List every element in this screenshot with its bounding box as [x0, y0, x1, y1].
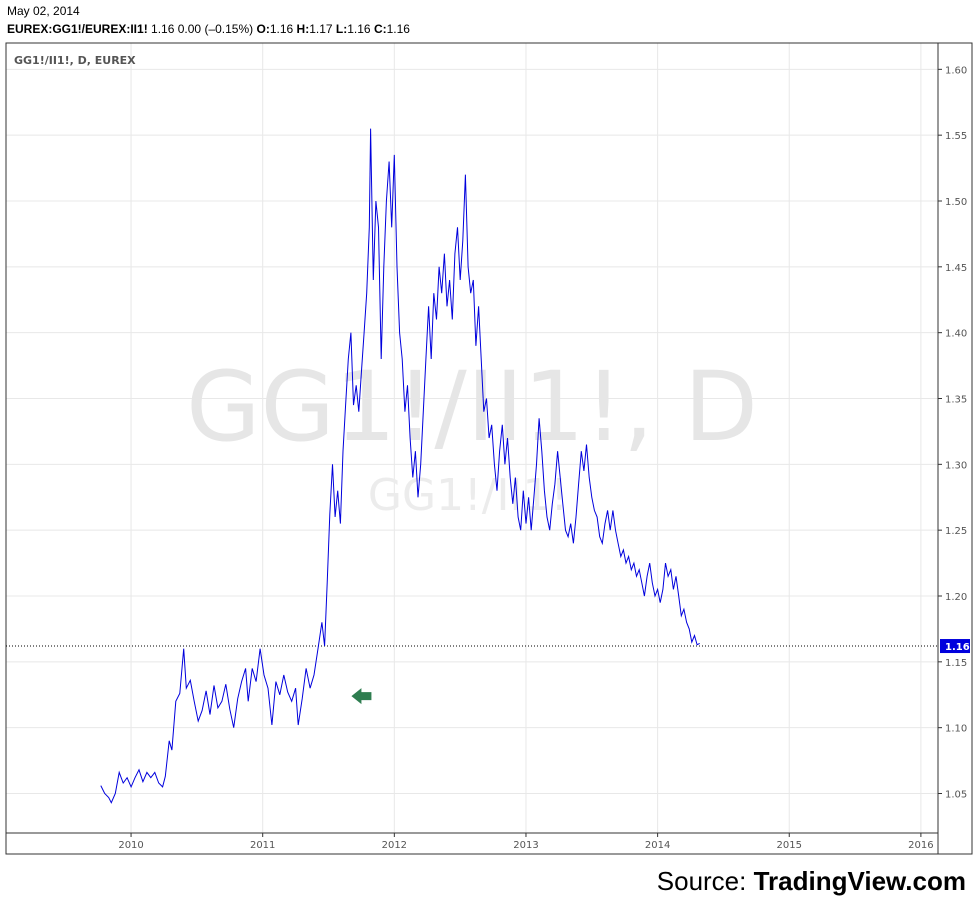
symbol-label: EUREX:GG1!/EUREX:II1! — [7, 22, 148, 36]
y-tick-label: 1.10 — [945, 724, 967, 735]
watermark-main: GG1!/II1!, D — [186, 351, 758, 463]
source-brand: TradingView.com — [753, 866, 966, 896]
chart-frame — [5, 42, 973, 855]
ohlc-readout: EUREX:GG1!/EUREX:II1! 1.16 0.00 (–0.15%)… — [7, 22, 410, 36]
source-prefix: Source: — [656, 866, 754, 896]
chart-grid — [6, 43, 938, 833]
last-value: 1.16 — [151, 22, 175, 36]
close-value: 1.16 — [386, 22, 410, 36]
low-value: 1.16 — [347, 22, 371, 36]
time-axis[interactable]: 2010 2011 2012 2013 2014 2015 2016 — [118, 833, 934, 851]
x-tick-label: 2014 — [645, 840, 670, 851]
series-line — [100, 128, 700, 804]
watermark-sub: GG1!/II1! — [368, 470, 568, 521]
high-value: 1.17 — [309, 22, 333, 36]
x-tick-label: 2013 — [513, 840, 538, 851]
last-price-badge: 1.16 — [940, 639, 970, 654]
x-tick-label: 2010 — [118, 840, 143, 851]
x-tick-label: 2015 — [777, 840, 802, 851]
x-tick-label: 2012 — [382, 840, 407, 851]
y-tick-label: 1.55 — [945, 131, 967, 142]
change-percent: (–0.15%) — [204, 22, 254, 36]
y-tick-label: 1.25 — [945, 526, 967, 537]
high-label: H: — [296, 22, 310, 36]
y-tick-label: 1.35 — [945, 395, 967, 406]
last-price-text: 1.16 — [945, 642, 970, 653]
x-tick-label: 2016 — [908, 840, 933, 851]
x-tick-label: 2011 — [250, 840, 275, 851]
y-tick-label: 1.20 — [945, 592, 967, 603]
left-arrow-icon[interactable] — [351, 688, 372, 705]
change-value: 0.00 — [177, 22, 202, 36]
open-value: 1.16 — [269, 22, 294, 36]
y-tick-label: 1.40 — [945, 329, 967, 340]
panel-label: GG1!/II1!, D, EUREX — [14, 54, 136, 67]
chart-date: May 02, 2014 — [7, 4, 80, 18]
close-label: C: — [373, 22, 387, 36]
low-label: L: — [335, 22, 348, 36]
y-tick-label: 1.60 — [945, 65, 967, 76]
y-tick-label: 1.15 — [945, 658, 967, 669]
open-label: O: — [256, 22, 270, 36]
source-credit: Source: TradingView.com — [657, 866, 966, 897]
y-tick-label: 1.45 — [945, 263, 967, 274]
y-tick-label: 1.30 — [945, 460, 967, 471]
y-tick-label: 1.50 — [945, 197, 967, 208]
price-axis[interactable]: 1.05 1.10 1.15 1.20 1.25 1.30 1.35 1.40 1.45 1.50… — [938, 65, 967, 801]
y-tick-label: 1.05 — [945, 790, 967, 801]
